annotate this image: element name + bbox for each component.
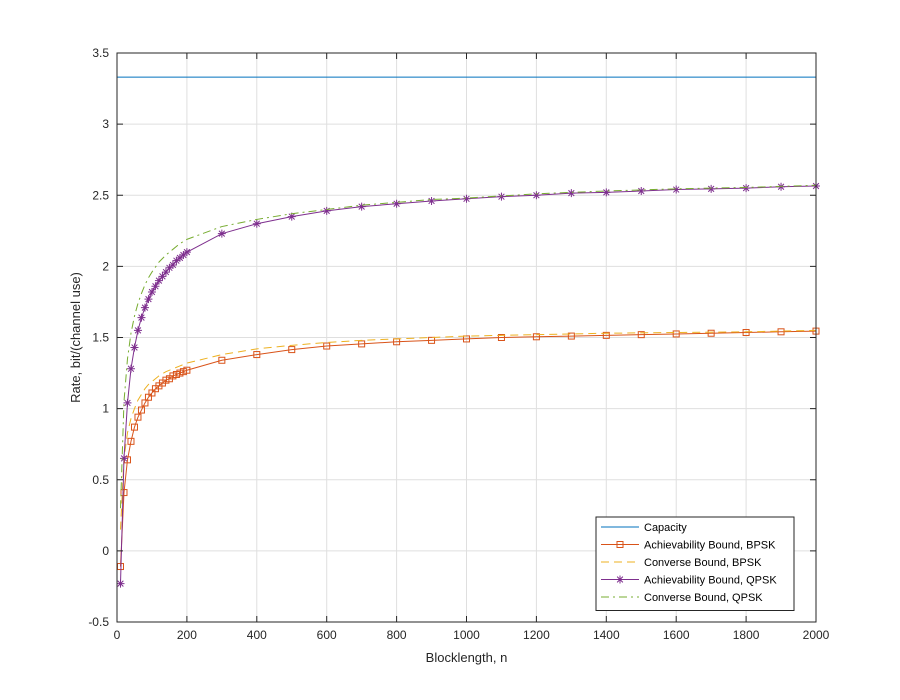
legend: Capacity Achievability Bound, BPSK Convers… — [595, 516, 795, 611]
data-point-square — [120, 489, 128, 497]
data-point-asterisk — [151, 282, 160, 291]
data-point-asterisk — [144, 295, 153, 304]
legend-label: Achievability Bound, BPSK — [644, 540, 776, 552]
series-layer — [116, 76, 820, 588]
data-point-asterisk — [602, 188, 611, 197]
data-point-asterisk — [119, 454, 128, 463]
legend-box — [595, 516, 795, 611]
data-point-asterisk — [252, 219, 261, 228]
data-point-asterisk — [161, 268, 170, 277]
data-point-asterisk — [427, 196, 436, 205]
data-point-square — [672, 330, 680, 338]
legend-label: Converse Bound, BPSK — [644, 557, 762, 569]
legend-label: Converse Bound, QPSK — [644, 592, 763, 604]
data-point-square — [218, 356, 226, 364]
data-point-square — [707, 329, 715, 337]
data-point-square — [532, 333, 540, 341]
legend-marker-asterisk — [616, 575, 624, 584]
series-line — [120, 184, 817, 509]
data-point-square — [637, 331, 645, 339]
data-point-asterisk — [147, 287, 156, 296]
y-tick-label: 2 — [102, 259, 109, 273]
x-tick-label: 1600 — [663, 628, 690, 642]
data-point-asterisk — [392, 199, 401, 208]
x-axis-title: Blocklength, n — [426, 650, 508, 665]
y-tick-label: 1.5 — [92, 331, 109, 345]
x-tick-label: 400 — [247, 628, 267, 642]
x-tick-label: 1200 — [523, 628, 550, 642]
data-point-asterisk — [182, 248, 191, 257]
data-point-asterisk — [322, 206, 331, 215]
legend-marker-square — [616, 541, 624, 548]
x-tick-label: 0 — [114, 628, 121, 642]
data-point-square — [288, 346, 296, 354]
legend-label: Achievability Bound, QPSK — [644, 575, 777, 587]
data-point-asterisk — [637, 186, 646, 195]
data-point-square — [463, 335, 470, 343]
data-point-square — [428, 336, 436, 344]
data-point-asterisk — [130, 343, 139, 352]
axes — [116, 52, 817, 623]
data-point-square — [127, 437, 135, 445]
y-tick-label: 0 — [102, 544, 109, 558]
y-tick-label: 3 — [102, 117, 109, 131]
data-point-square — [130, 423, 138, 431]
data-point-asterisk — [175, 253, 184, 262]
data-point-square — [183, 366, 191, 374]
data-point-asterisk — [116, 579, 125, 588]
data-point-asterisk — [165, 263, 174, 272]
x-tick-label: 600 — [317, 628, 337, 642]
data-point-asterisk — [497, 192, 506, 201]
data-point-square — [358, 340, 366, 348]
data-point-square — [602, 331, 610, 339]
x-tick-label: 1000 — [453, 628, 480, 642]
data-point-asterisk — [357, 202, 366, 211]
data-point-square — [497, 334, 505, 341]
data-point-asterisk — [137, 313, 146, 322]
data-point-square — [323, 342, 331, 350]
data-point-asterisk — [707, 184, 716, 193]
series-line — [120, 329, 817, 530]
data-point-asterisk — [672, 185, 681, 194]
data-point-square — [567, 332, 575, 340]
data-point-asterisk — [462, 194, 471, 203]
y-tick-label: 2.5 — [92, 188, 109, 202]
x-tick-label: 2000 — [803, 628, 830, 642]
data-point-asterisk — [742, 184, 751, 193]
y-axis-title: Rate, bit/(channel use) — [68, 272, 83, 403]
data-point-square — [742, 329, 750, 337]
data-point-square — [253, 351, 261, 359]
legend-label: Capacity — [644, 522, 687, 534]
data-point-square — [137, 406, 145, 414]
x-tick-label: 1800 — [733, 628, 760, 642]
y-tick-label: 1 — [102, 402, 109, 416]
data-point-asterisk — [532, 191, 541, 200]
series-line — [120, 330, 817, 567]
tick-labels: 0 200 400 600 800 1000 1200 1400 1600 1800 2000 -0.… — [88, 46, 829, 642]
y-tick-label: -0.5 — [88, 615, 109, 629]
data-point-square — [134, 413, 142, 421]
data-point-asterisk — [287, 212, 296, 221]
data-point-asterisk — [217, 229, 226, 238]
data-point-asterisk — [126, 364, 135, 373]
data-point-asterisk — [154, 276, 163, 285]
x-tick-label: 200 — [177, 628, 197, 642]
data-point-asterisk — [179, 250, 188, 259]
data-point-asterisk — [168, 260, 177, 269]
data-point-asterisk — [133, 326, 142, 335]
data-point-asterisk — [172, 256, 181, 265]
data-point-square — [777, 328, 785, 336]
data-point-asterisk — [123, 398, 132, 407]
y-tick-label: 0.5 — [92, 473, 109, 487]
x-tick-label: 1400 — [593, 628, 620, 642]
data-point-asterisk — [567, 189, 576, 198]
data-point-asterisk — [158, 272, 167, 281]
y-tick-label: 3.5 — [92, 46, 109, 60]
x-tick-label: 800 — [387, 628, 407, 642]
data-point-asterisk — [140, 303, 149, 312]
